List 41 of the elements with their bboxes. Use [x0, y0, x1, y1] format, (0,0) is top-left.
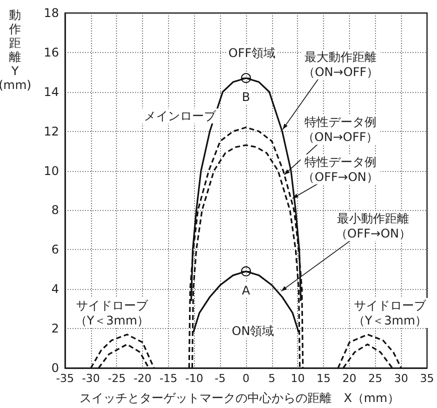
annotation: 最小動作距離（OFF→ON）: [335, 212, 412, 241]
y-tick-label: 18: [44, 6, 59, 20]
y-tick-label: 2: [51, 322, 59, 336]
x-tick-label: 10: [290, 372, 305, 385]
line-series: [98, 344, 150, 369]
annotation: 特性データ例（OFF→ON）: [302, 154, 378, 184]
y-axis-title: 動作距離Y(mm): [0, 8, 32, 92]
x-tick-label: 5: [268, 372, 276, 385]
x-tick-label: -15: [159, 372, 178, 385]
x-tick-label: 0: [242, 372, 250, 385]
annotation: 特性データ例（ON→OFF）: [302, 115, 378, 144]
y-tick-label: 12: [44, 124, 59, 138]
x-tick-label: 15: [316, 372, 331, 385]
y-tick-label: 0: [51, 361, 59, 375]
annotation: サイドローブ（Y＜3mm）: [74, 298, 150, 328]
x-tick-label: -35: [56, 372, 74, 385]
x-tick-label: -30: [82, 372, 100, 385]
x-tick-label: 25: [368, 372, 382, 385]
x-tick-label: 20: [342, 372, 356, 385]
x-tick-label: -25: [108, 372, 126, 385]
x-tick-label: -5: [214, 372, 226, 385]
x-tick-label: 35: [420, 372, 434, 385]
annotation: サイドローブ（Y＜3mm）: [352, 298, 428, 328]
annotation: ON領域: [232, 324, 274, 338]
annotation: メインローブ: [144, 109, 217, 123]
x-tick-label: 30: [394, 372, 408, 385]
y-tick-label: 10: [44, 164, 59, 178]
line-series: [90, 334, 155, 369]
y-tick-label: 8: [51, 203, 59, 218]
annotation: B: [242, 90, 250, 104]
line-series: [337, 334, 402, 369]
x-tick-label: -10: [185, 372, 204, 385]
annotation: OFF領域: [228, 46, 276, 60]
x-axis-title: スイッチとターゲットマークの中心からの距離 X（mm）: [80, 391, 400, 405]
annotation: A: [242, 283, 251, 298]
y-tick-label: 4: [51, 282, 59, 296]
y-tick-label: 6: [51, 242, 59, 257]
y-tick-label: 14: [44, 84, 59, 99]
x-tick-label: -20: [134, 372, 152, 385]
annotation: 最大動作距離（ON→OFF）: [302, 50, 379, 79]
y-tick-label: 16: [44, 45, 59, 60]
